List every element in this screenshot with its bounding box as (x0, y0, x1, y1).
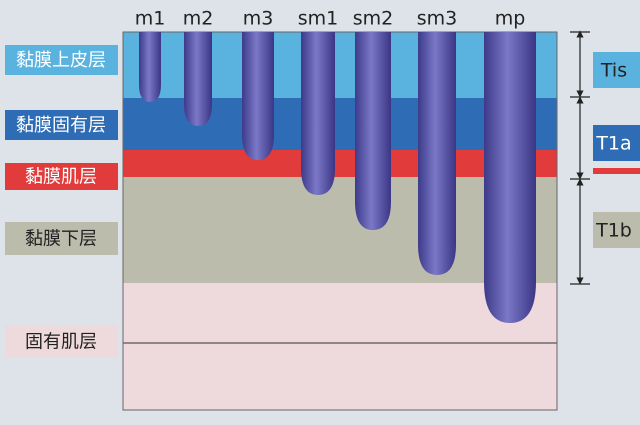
tumor (184, 32, 212, 126)
layer-muscularis-propria (123, 283, 557, 410)
layer-label-box (5, 163, 118, 190)
stage-brackets (570, 30, 590, 285)
stage-label: T1a (595, 133, 631, 155)
layer-label: 固有肌层 (25, 332, 97, 353)
tumor (139, 32, 161, 102)
layer-label: 黏膜上皮层 (16, 50, 106, 71)
tumor (484, 32, 536, 323)
layer-label-box (5, 110, 118, 140)
depth-label: sm2 (353, 8, 394, 30)
tumor (301, 32, 335, 195)
stage-label-box (593, 52, 640, 88)
tumor (242, 32, 274, 160)
layer-label: 黏膜下层 (25, 229, 97, 250)
tumors: m1 m2 m3 sm1 sm2 sm3 mp (135, 8, 536, 323)
stage-label: T1b (595, 220, 632, 242)
layer-label-box (5, 45, 118, 75)
depth-label: m2 (183, 8, 214, 30)
layer-label: 黏膜固有层 (16, 115, 106, 136)
depth-label: sm3 (417, 8, 458, 30)
tumor (418, 32, 456, 275)
depth-label: mp (495, 8, 526, 30)
stage-label-box (593, 212, 640, 248)
stage-label-box (593, 125, 640, 161)
stage-labels: Tis T1a T1b (593, 52, 640, 248)
wall-border (122, 31, 558, 411)
depth-label: m1 (135, 8, 166, 30)
layer-label: 黏膜肌层 (25, 167, 97, 188)
depth-label: m3 (243, 8, 274, 30)
t1a-red-bar (593, 168, 640, 174)
tumor (355, 32, 391, 230)
layer-label-box (5, 222, 118, 255)
stage-label: Tis (600, 60, 627, 82)
layer-label-box (5, 325, 118, 358)
depth-label: sm1 (298, 8, 339, 30)
